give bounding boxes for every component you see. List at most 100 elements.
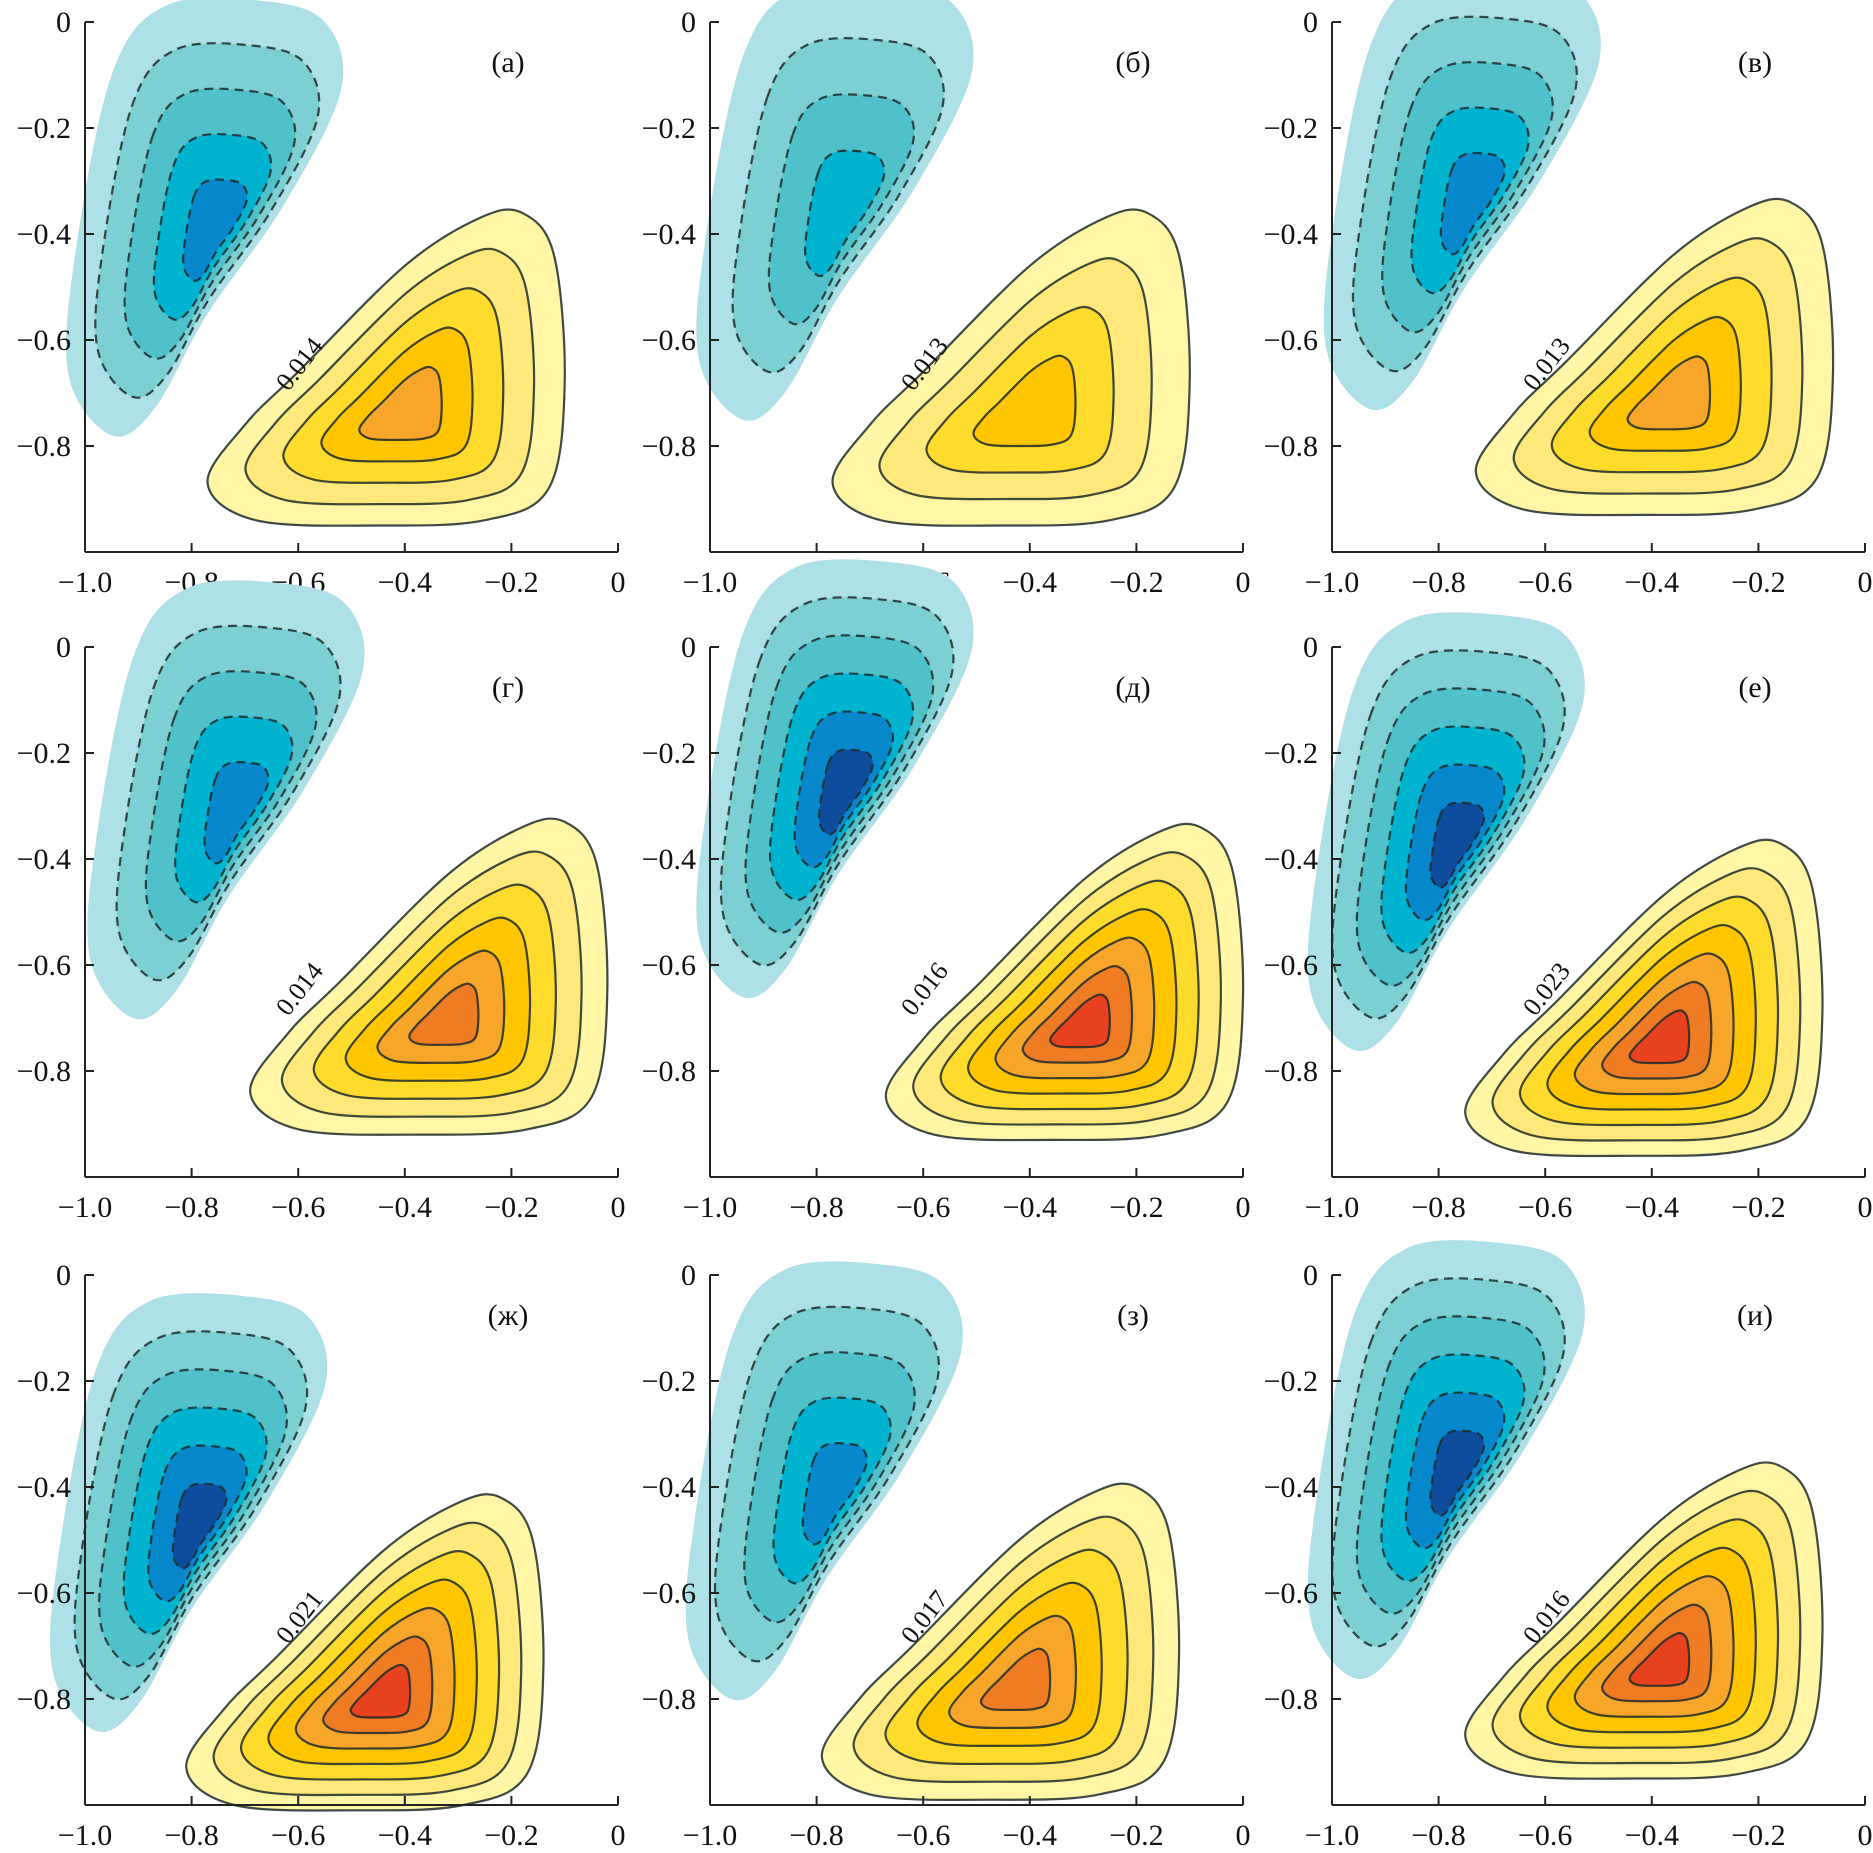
x-tick-label: −0.8 <box>789 1819 843 1848</box>
y-tick-label: −0.4 <box>17 218 71 251</box>
x-tick-label: −1.0 <box>683 566 737 599</box>
panel-label: (б) <box>1115 46 1150 79</box>
y-tick-label: 0 <box>56 1259 71 1292</box>
y-tick-label: −0.2 <box>642 737 696 770</box>
x-tick-label: −1.0 <box>1305 566 1359 599</box>
x-tick-label: −0.2 <box>484 566 538 599</box>
x-tick-label: −0.2 <box>1109 1819 1163 1848</box>
x-tick-label: −1.0 <box>58 1819 112 1848</box>
x-tick-label: −0.2 <box>1731 1191 1785 1224</box>
x-tick-label: −0.2 <box>484 1819 538 1848</box>
negative-contour-6 <box>171 1482 228 1570</box>
y-tick-label: −0.2 <box>642 1365 696 1398</box>
panel-label: (з) <box>1117 1299 1149 1332</box>
positive-contour-7 <box>349 1663 412 1719</box>
positive-contour-7 <box>1628 1009 1691 1065</box>
x-tick-label: −0.8 <box>1411 1819 1465 1848</box>
positive-contour-7 <box>1049 993 1111 1049</box>
x-tick-label: 0 <box>611 1819 626 1848</box>
x-tick-label: −0.6 <box>271 1191 325 1224</box>
y-tick-label: 0 <box>1303 1259 1318 1292</box>
x-tick-label: −0.2 <box>1731 1819 1785 1848</box>
x-tick-label: −0.4 <box>378 1819 432 1848</box>
x-tick-label: −1.0 <box>1305 1191 1359 1224</box>
y-tick-label: −0.2 <box>17 112 71 145</box>
x-tick-label: −0.4 <box>1003 1191 1057 1224</box>
panel-7: −1.0 −0.8 −0.6 −0.4 −0.2 0 0 −0.2 −0.4 −0.6 −0.8 (ж… <box>17 1259 626 1852</box>
x-tick-label: −0.2 <box>484 1191 538 1224</box>
y-tick-label: −0.6 <box>17 1577 71 1610</box>
x-tick-label: −0.8 <box>164 1819 218 1848</box>
x-tick-label: −0.4 <box>378 566 432 599</box>
y-tick-label: −0.6 <box>1264 324 1318 357</box>
positive-contour-4 <box>972 354 1077 448</box>
x-tick-label: −0.6 <box>1518 1819 1572 1848</box>
panel-4: −1.0 −0.8 −0.6 −0.4 −0.2 0 0 −0.2 −0.4 −0.6 −0.8 (г… <box>17 580 626 1224</box>
x-tick-label: 0 <box>611 1191 626 1224</box>
panel-2: −1.0−0.8−0.6−0.4−0.200−0.2−0.4−0.6−0.8(б… <box>642 0 1251 599</box>
x-tick-label: 0 <box>1236 1819 1251 1848</box>
x-tick-label: −0.8 <box>1411 566 1465 599</box>
y-tick-label: 0 <box>56 631 71 664</box>
y-tick-label: −0.8 <box>642 1683 696 1716</box>
x-tick-label: −0.4 <box>1625 1191 1679 1224</box>
x-tick-label: 0 <box>1236 1191 1251 1224</box>
y-tick-label: −0.4 <box>642 218 696 251</box>
x-tick-label: −0.6 <box>896 1191 950 1224</box>
positive-contour-6 <box>408 982 480 1046</box>
panel-3: −1.0 −0.8 −0.6 −0.4 −0.2 0 0 −0.2 −0.4 −0.6 −0.8 (в… <box>1264 0 1873 599</box>
x-tick-label: −0.8 <box>789 1191 843 1224</box>
x-tick-label: −1.0 <box>1305 1819 1359 1848</box>
panel-8: −1.0 −0.8 −0.6 −0.4 −0.2 0 0 −0.2 −0.4 −0.6 −0.8 (з… <box>642 1259 1251 1852</box>
panel-label: (и) <box>1737 1299 1773 1332</box>
positive-contour-5 <box>358 365 443 442</box>
negative-contour-6 <box>1429 1429 1486 1517</box>
negative-contour-4 <box>804 149 886 278</box>
negative-contour-5 <box>801 1442 868 1546</box>
negative-contour-5 <box>1439 151 1506 256</box>
y-tick-label: −0.8 <box>17 1683 71 1716</box>
x-tick-label: −0.2 <box>1109 1191 1163 1224</box>
y-tick-label: 0 <box>56 6 71 39</box>
x-tick-label: −0.6 <box>1518 566 1572 599</box>
positive-contour-7 <box>1628 1631 1691 1687</box>
x-tick-label: −0.6 <box>896 1819 950 1848</box>
y-tick-label: −0.4 <box>17 843 71 876</box>
y-tick-label: −0.8 <box>1264 430 1318 463</box>
y-tick-label: −0.6 <box>642 1577 696 1610</box>
x-tick-label: −0.4 <box>378 1191 432 1224</box>
panel-9: −1.0 −0.8 −0.6 −0.4 −0.2 0 0 −0.2 −0.4 −0.6 −0.8 (и… <box>1264 1240 1873 1852</box>
positive-contour-5 <box>1626 355 1712 431</box>
y-tick-label: −0.8 <box>17 1055 71 1088</box>
y-tick-label: −0.4 <box>642 843 696 876</box>
x-tick-label: 0 <box>1858 1819 1873 1848</box>
x-tick-label: 0 <box>1236 566 1251 599</box>
y-tick-label: −0.2 <box>17 737 71 770</box>
y-tick-label: −0.6 <box>1264 949 1318 982</box>
contour-value-label: 0.016 <box>895 957 954 1021</box>
negative-contour-5 <box>203 761 270 865</box>
x-tick-label: 0 <box>1858 566 1873 599</box>
panel-label: (г) <box>492 671 524 704</box>
y-tick-label: −0.8 <box>642 430 696 463</box>
y-tick-label: −0.6 <box>642 949 696 982</box>
y-tick-label: −0.8 <box>1264 1683 1318 1716</box>
y-tick-label: −0.8 <box>1264 1055 1318 1088</box>
x-tick-label: −0.2 <box>1731 566 1785 599</box>
y-tick-label: −0.6 <box>1264 1577 1318 1610</box>
panel-1: −1.0 −0.8 −0.6 −0.4 −0.2 00−0.2−0.4−0.6−0.8(а… <box>17 0 626 599</box>
y-tick-label: −0.2 <box>642 112 696 145</box>
y-tick-label: 0 <box>1303 631 1318 664</box>
x-tick-label: −0.4 <box>1003 566 1057 599</box>
x-tick-label: 0 <box>611 566 626 599</box>
x-tick-label: 0 <box>1858 1191 1873 1224</box>
y-tick-label: 0 <box>681 1259 696 1292</box>
y-tick-label: −0.4 <box>17 1471 71 1504</box>
y-tick-label: −0.6 <box>17 949 71 982</box>
x-tick-label: −0.4 <box>1625 1819 1679 1848</box>
y-tick-label: −0.2 <box>1264 112 1318 145</box>
x-tick-label: −0.6 <box>1518 1191 1572 1224</box>
panel-label: (а) <box>491 46 524 79</box>
panel-label: (в) <box>1738 46 1772 79</box>
y-tick-label: 0 <box>681 631 696 664</box>
